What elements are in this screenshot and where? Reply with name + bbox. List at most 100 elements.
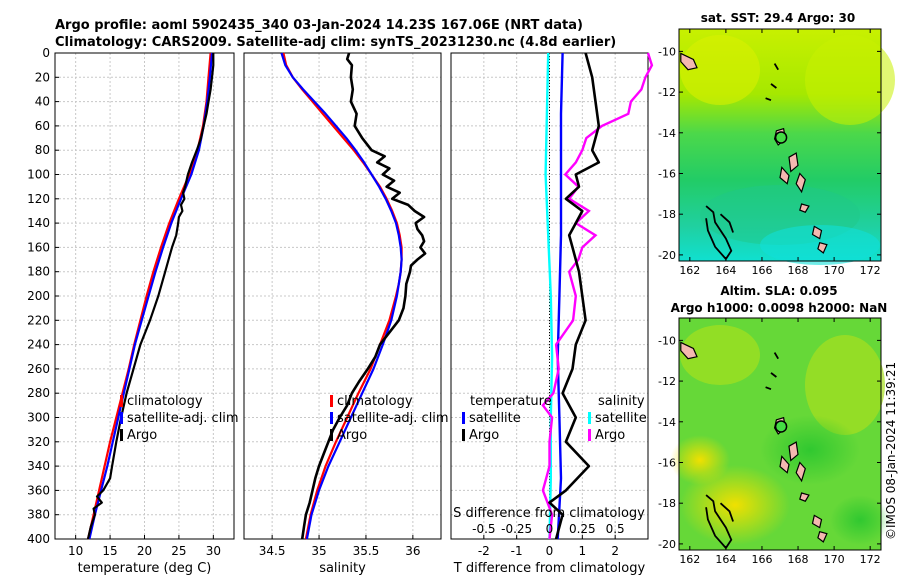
map-x-tick-label: 172	[860, 553, 881, 566]
s-axis-label: S difference from climatology	[453, 506, 645, 521]
y-tick-label: 200	[27, 289, 50, 303]
temperature-argo-line	[548, 52, 601, 540]
y-tick-label: 400	[27, 532, 50, 546]
map-y-tick-label: -14	[658, 127, 676, 140]
y-tick-label: 140	[27, 216, 50, 230]
s-tick-label: 0	[546, 522, 554, 536]
x-axis-label: salinity	[319, 561, 366, 576]
sst-warm-patch	[680, 35, 760, 105]
s-tick-label: 0.25	[569, 522, 596, 536]
x-tick-label: 20	[137, 544, 152, 558]
sla-high-patch	[680, 465, 790, 545]
x-tick-label: 35.5	[353, 544, 380, 558]
map-y-tick-label: -20	[658, 538, 676, 551]
reef-outline	[773, 63, 779, 71]
legend-swatch	[462, 412, 465, 424]
y-tick-label: 180	[27, 265, 50, 279]
y-tick-label: 240	[27, 338, 50, 352]
reef-outline	[705, 494, 733, 550]
legend-label: Argo	[127, 428, 157, 443]
legend-swatch	[588, 429, 591, 441]
x-tick-label: 25	[171, 544, 186, 558]
legend-label: climatology	[337, 394, 413, 409]
map-x-tick-label: 170	[824, 553, 845, 566]
sst-map: 162 164 166 168 170 172 -10 -12 -14 -16 -18 -20	[658, 28, 895, 277]
salinity-panel: 34.5 35 35.5 36 salinity climatology satellite…	[243, 52, 449, 576]
map-y-tick-label: -18	[658, 208, 676, 221]
reef-outline	[719, 502, 734, 522]
x-tick-label: 35	[311, 544, 326, 558]
legend-label: satellite-adj. clim	[337, 411, 449, 426]
header-line2: Climatology: CARS2009. Satellite-adj cli…	[55, 35, 616, 50]
map-y-tick-label: -14	[658, 416, 676, 429]
island	[811, 225, 823, 240]
legend-label: satellite	[469, 411, 521, 426]
island	[795, 172, 806, 194]
reef-outline	[773, 352, 779, 360]
sst-map-argo-marker	[774, 131, 788, 144]
x-tick-label: 34.5	[259, 544, 286, 558]
x-tick-label: 2	[611, 544, 619, 558]
island	[799, 492, 810, 502]
legend-swatch	[120, 395, 123, 407]
map-x-tick-label: 172	[860, 264, 881, 277]
map-x-tick-label: 168	[788, 553, 809, 566]
sla-map-land	[680, 341, 828, 550]
y-tick-label: 260	[27, 362, 50, 376]
x-tick-label: 1	[579, 544, 587, 558]
sla-patch	[805, 335, 885, 435]
reef-outline	[770, 372, 777, 378]
island	[788, 152, 799, 173]
x-tick-label: 0	[546, 544, 554, 558]
salinity-satellite-line	[544, 52, 554, 540]
header-line1: Argo profile: aoml 5902435_340 03-Jan-20…	[55, 18, 583, 33]
legend-swatch	[120, 429, 123, 441]
map-y-tick-label: -16	[658, 167, 676, 180]
sla-map-subtitle: Argo h1000: 0.0098 h2000: NaN	[671, 301, 888, 315]
island	[788, 441, 799, 462]
axes-frame	[243, 52, 442, 540]
map-y-tick-label: -12	[658, 86, 676, 99]
x-tick-label: -1	[511, 544, 523, 558]
x-tick-label: -2	[478, 544, 490, 558]
y-tick-label: 120	[27, 192, 50, 206]
y-tick-label: 40	[35, 95, 50, 109]
island	[795, 461, 806, 483]
legend-swatch	[588, 412, 591, 424]
map-y-tick-label: -12	[658, 375, 676, 388]
sla-high-patch	[670, 435, 730, 485]
legend-swatch	[330, 429, 333, 441]
island	[817, 530, 828, 543]
y-tick-label: 280	[27, 386, 50, 400]
y-tick-label: 20	[35, 70, 50, 84]
island	[680, 341, 698, 360]
y-tick-label: 340	[27, 459, 50, 473]
island	[779, 166, 790, 185]
map-y-tick-label: -16	[658, 456, 676, 469]
reef-outline	[765, 97, 772, 102]
x-tick-label: 30	[206, 544, 221, 558]
x-tick-label: 10	[68, 544, 83, 558]
y-tick-label: 0	[42, 46, 50, 60]
y-tick-label: 380	[27, 508, 50, 522]
sla-patch	[680, 325, 760, 385]
y-tick-label: 100	[27, 168, 50, 182]
salinity-argo-line	[541, 52, 654, 540]
x-tick-label: 36	[405, 544, 420, 558]
sla-map-ticks: 162 164 166 168 170 172 -10 -12 -14 -16 -18 -20	[658, 318, 881, 566]
map-y-tick-label: -10	[658, 334, 676, 347]
island	[799, 203, 810, 213]
legend-swatch	[462, 429, 465, 441]
argo-line	[86, 53, 215, 540]
legend-label: Argo	[337, 428, 367, 443]
island	[680, 52, 698, 71]
map-y-tick-label: -10	[658, 45, 676, 58]
temperature-satellite-line	[556, 52, 564, 540]
legend-title: temperature	[470, 394, 552, 409]
sst-map-frame	[678, 28, 882, 262]
island	[811, 514, 823, 529]
map-x-tick-label: 170	[824, 264, 845, 277]
map-x-tick-label: 164	[715, 264, 736, 277]
reef-outline	[705, 205, 733, 261]
legend-swatch	[120, 412, 123, 424]
